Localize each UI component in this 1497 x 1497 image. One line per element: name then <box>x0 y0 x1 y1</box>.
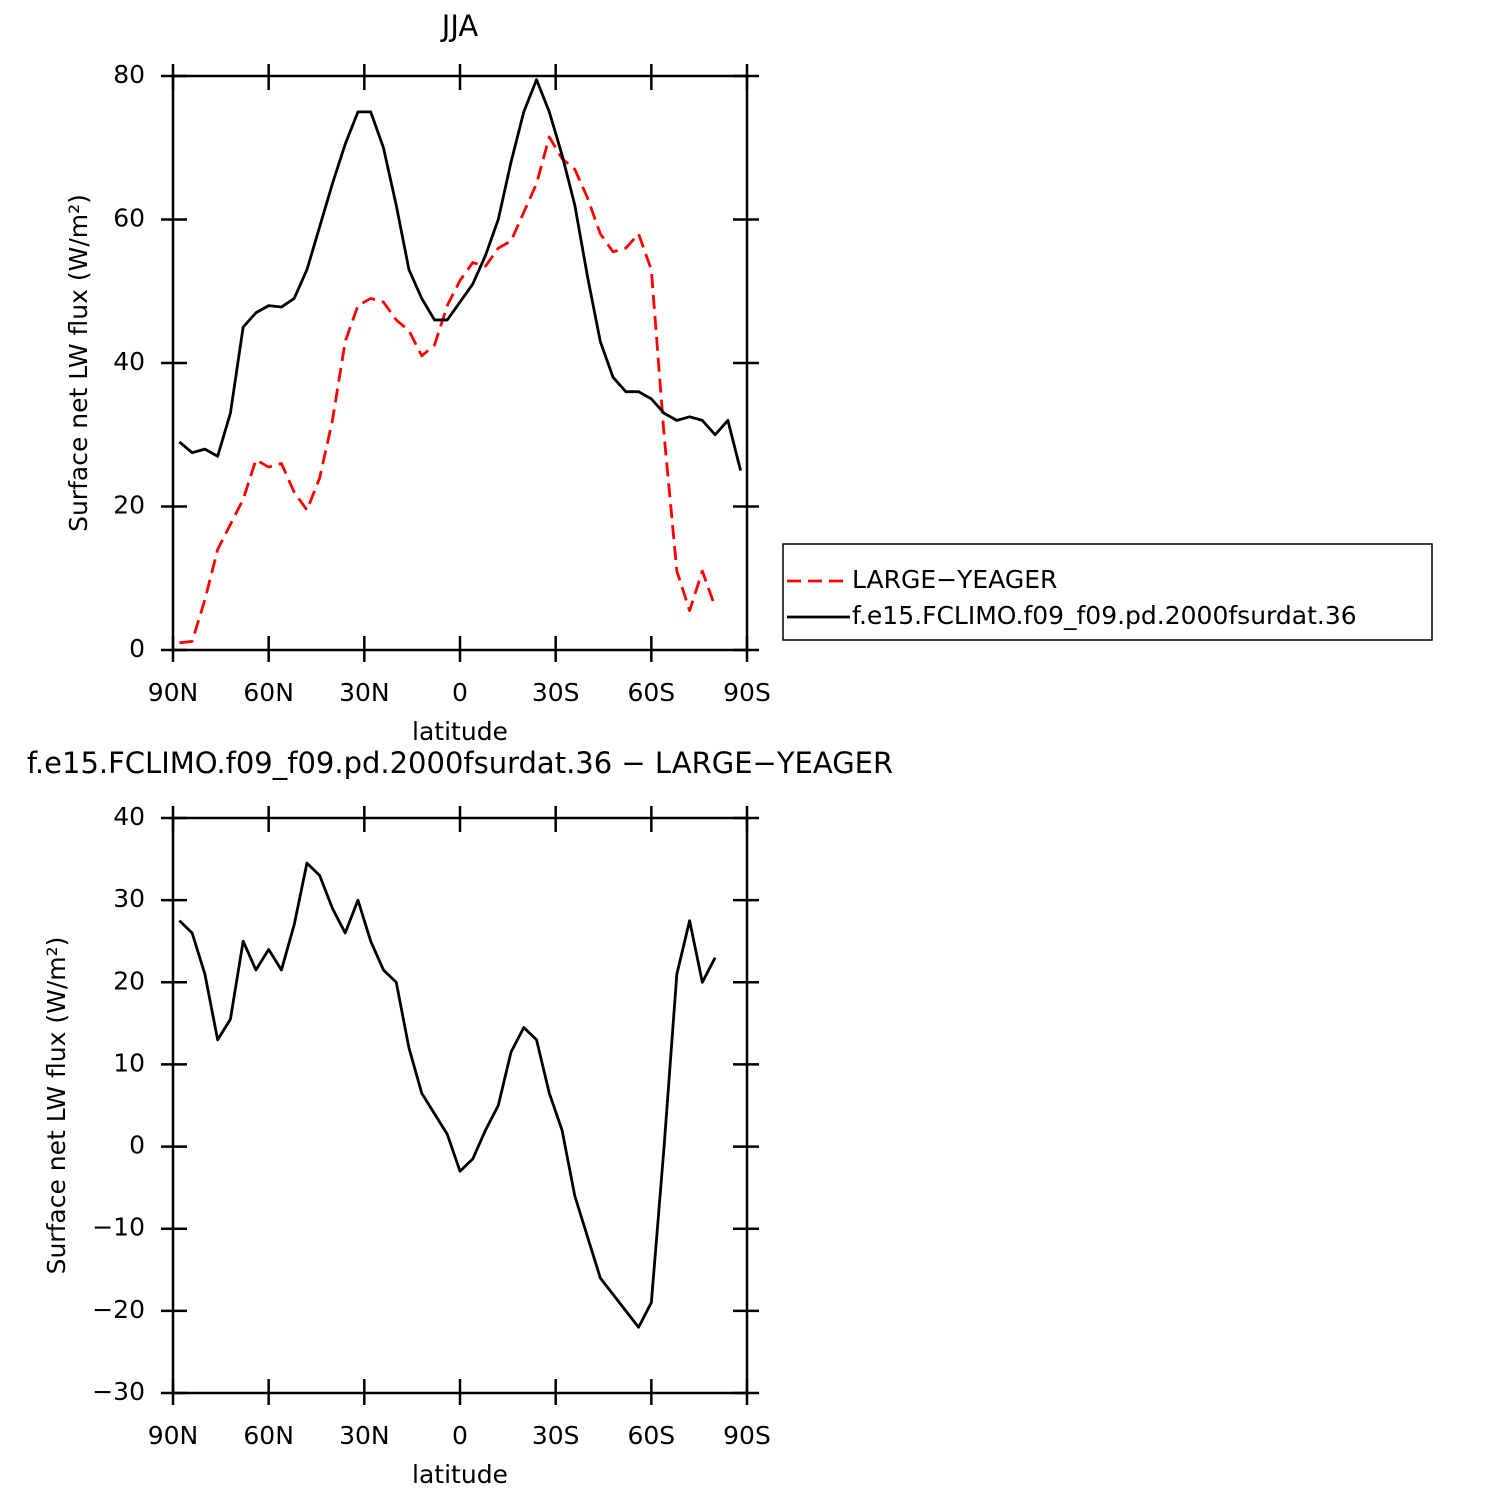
x-tick-label: 30N <box>339 1421 390 1450</box>
plot-frame <box>171 74 749 652</box>
x-tick-label: 30S <box>532 678 580 707</box>
data-line <box>178 861 717 1329</box>
x-tick-label: 60N <box>243 678 294 707</box>
y-tick-label: 40 <box>113 347 145 376</box>
legend-label: LARGE−YEAGER <box>852 565 1057 594</box>
x-tick-label: 90S <box>723 1421 771 1450</box>
plot-frame <box>171 816 749 1395</box>
x-tick-label: 30S <box>532 1421 580 1450</box>
y-tick-label: 40 <box>113 802 145 831</box>
y-tick-label: 0 <box>129 1131 145 1160</box>
y-axis-label: Surface net LW flux (W/m²) <box>64 194 93 532</box>
x-tick-label: 90N <box>148 678 199 707</box>
x-tick-label: 90S <box>723 678 771 707</box>
legend-label: f.e15.FCLIMO.f09_f09.pd.2000fsurdat.36 <box>852 601 1357 630</box>
y-tick-label: −30 <box>92 1377 145 1406</box>
y-tick-label: 30 <box>113 884 145 913</box>
x-tick-label: 0 <box>452 1421 468 1450</box>
y-tick-label: 20 <box>113 966 145 995</box>
legend: LARGE−YEAGER f.e15.FCLIMO.f09_f09.pd.2000… <box>782 543 1433 641</box>
x-tick-label: 60S <box>627 1421 675 1450</box>
data-line <box>179 135 717 645</box>
y-tick-label: 60 <box>113 204 145 233</box>
x-axis-label: latitude <box>412 1460 508 1489</box>
y-tick-label: −20 <box>92 1295 145 1324</box>
y-axis-label: Surface net LW flux (W/m²) <box>42 937 71 1275</box>
y-tick-label: −10 <box>92 1213 145 1242</box>
x-tick-label: 60N <box>243 1421 294 1450</box>
chart-title: JJA <box>440 9 479 43</box>
y-tick-label: 20 <box>113 491 145 520</box>
x-tick-label: 60S <box>627 678 675 707</box>
x-tick-label: 30N <box>339 678 390 707</box>
data-line <box>178 78 742 471</box>
y-tick-label: 80 <box>113 60 145 89</box>
x-tick-label: 0 <box>452 678 468 707</box>
x-tick-label: 90N <box>148 1421 199 1450</box>
y-tick-label: 10 <box>113 1048 145 1077</box>
y-tick-label: 0 <box>129 634 145 663</box>
legend-box <box>782 543 1433 641</box>
chart-title: f.e15.FCLIMO.f09_f09.pd.2000fsurdat.36 −… <box>27 746 893 780</box>
x-axis-label: latitude <box>412 717 508 746</box>
